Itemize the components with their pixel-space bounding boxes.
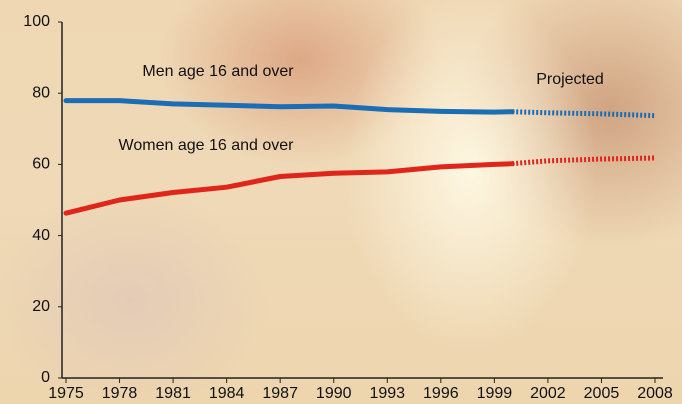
x-tick-label: 2002: [530, 385, 566, 402]
series-label: Women age 16 and over: [119, 137, 295, 154]
projected-line: [512, 158, 655, 164]
x-tick-label: 1984: [209, 385, 245, 402]
chart-container: Men age 16 and over Women age 16 and ove…: [0, 0, 682, 404]
x-tick-label: 2005: [584, 385, 620, 402]
y-tick-label: 40: [32, 227, 50, 244]
x-tick-label: 1996: [423, 385, 459, 402]
line: [66, 101, 512, 112]
y-tick-label: 100: [23, 13, 50, 30]
chart: Men age 16 and over Women age 16 and ove…: [0, 0, 682, 404]
x-tick-label: 1981: [155, 385, 191, 402]
x-tick-label: 1993: [369, 385, 405, 402]
y-tick-label: 20: [32, 298, 50, 315]
x-tick-label: 1975: [48, 385, 84, 402]
y-tick-label: 60: [32, 156, 50, 173]
y-tick-label: 80: [32, 84, 50, 101]
x-tick-label: 1999: [477, 385, 513, 402]
x-tick-label: 2008: [637, 385, 673, 402]
projected-line: [512, 112, 655, 116]
series-label: Men age 16 and over: [142, 63, 294, 80]
line: [66, 164, 512, 213]
x-tick-label: 1978: [102, 385, 138, 402]
x-tick-label: 1987: [262, 385, 298, 402]
y-tick-label: 0: [41, 369, 50, 386]
annotation: Projected: [536, 71, 604, 88]
x-tick-label: 1990: [316, 385, 352, 402]
